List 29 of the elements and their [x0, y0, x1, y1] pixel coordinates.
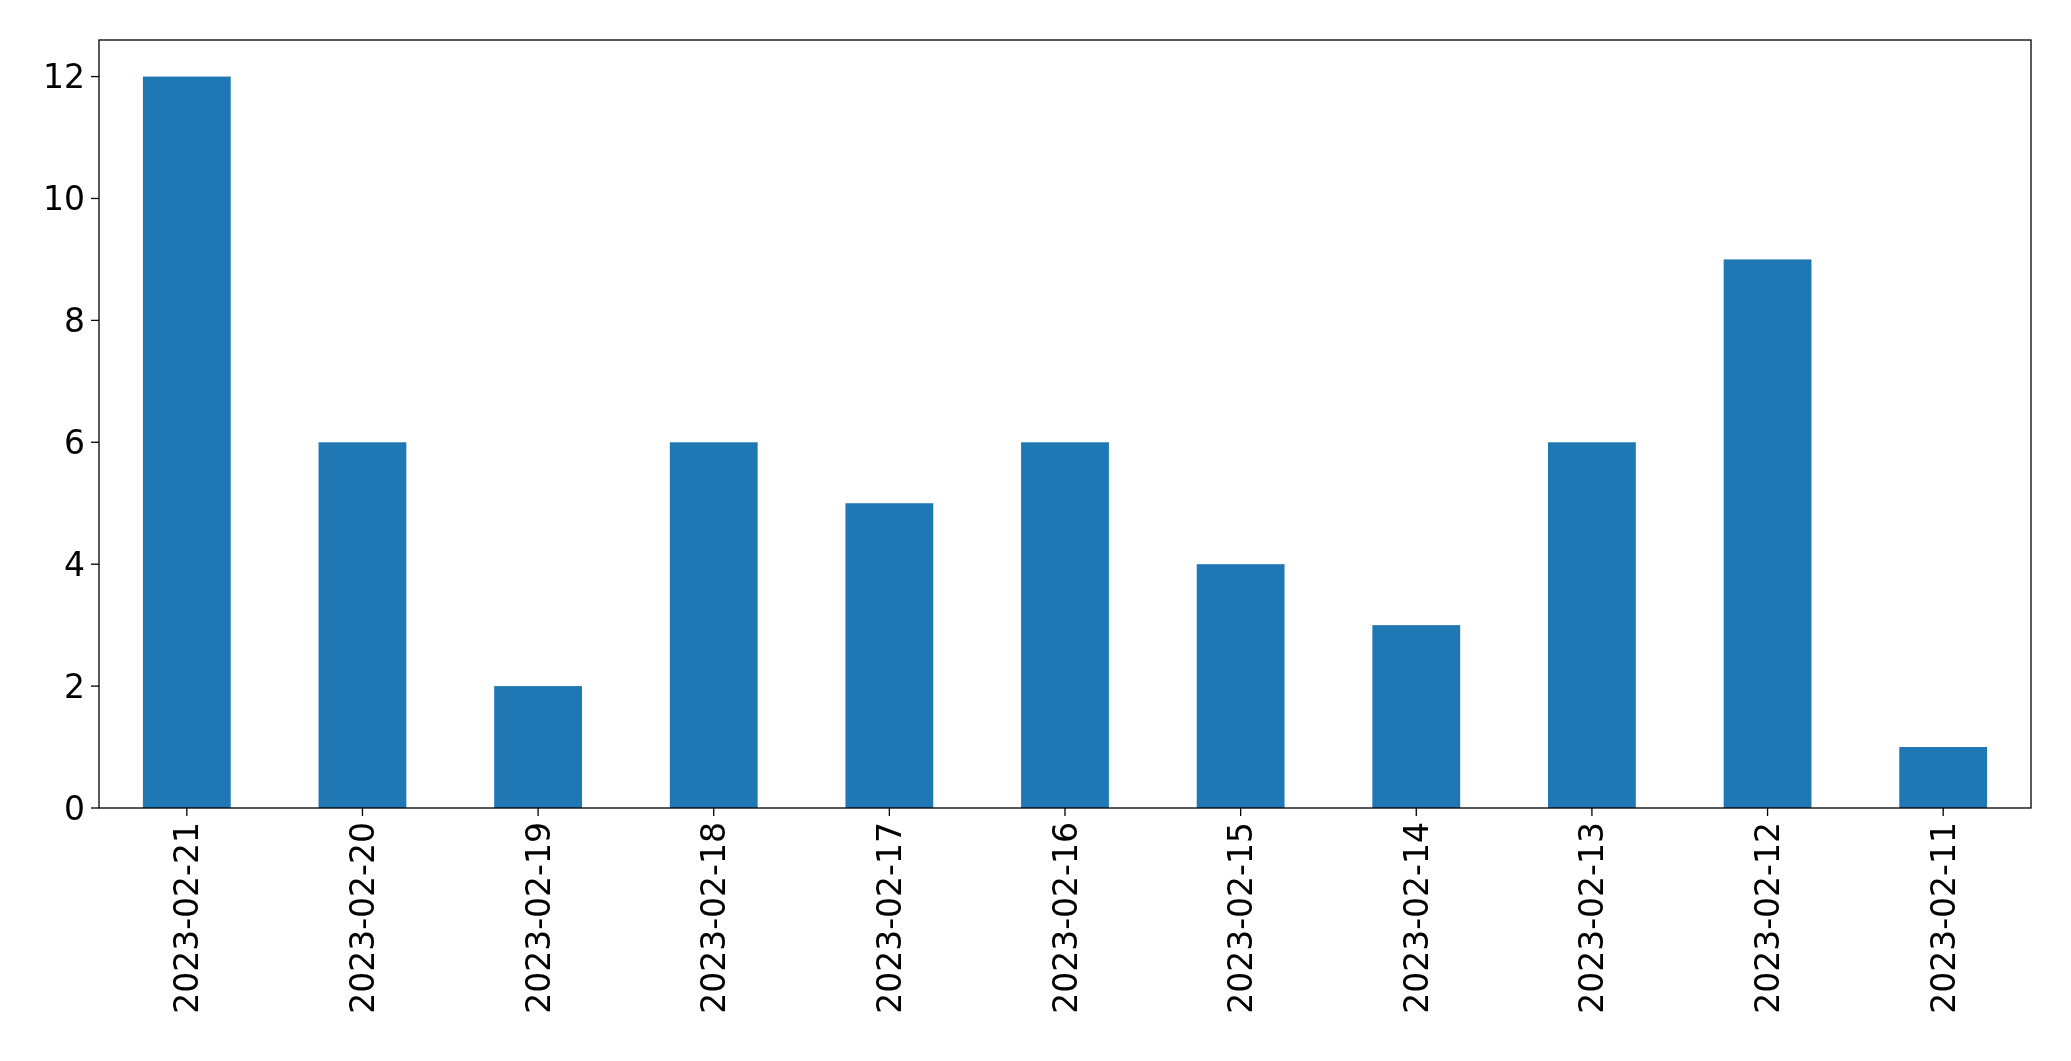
x-tick-label: 2023-02-12: [1748, 822, 1788, 1014]
bar: [318, 442, 407, 808]
bar: [1723, 259, 1812, 808]
bar: [1021, 442, 1109, 808]
bar: [1196, 564, 1285, 808]
bar: [494, 686, 582, 808]
x-tick-label: 2023-02-21: [167, 822, 207, 1014]
bar: [1372, 625, 1461, 808]
x-tick-label: 2023-02-14: [1396, 822, 1436, 1014]
x-tick-label: 2023-02-11: [1923, 822, 1963, 1014]
x-tick-label: 2023-02-19: [518, 822, 558, 1014]
y-tick-label: 0: [64, 788, 85, 828]
bar: [142, 76, 231, 808]
y-tick-label: 2: [64, 666, 85, 706]
y-tick-label: 6: [64, 422, 85, 462]
x-tick-label: 2023-02-20: [343, 822, 382, 1014]
x-tick-label: 2023-02-16: [1045, 822, 1085, 1014]
y-tick-label: 4: [64, 544, 85, 584]
x-tick-label: 2023-02-13: [1572, 822, 1612, 1014]
y-tick-label: 12: [43, 57, 85, 97]
y-tick-label: 8: [64, 300, 85, 340]
y-tick-label: 10: [43, 179, 85, 219]
x-tick-label: 2023-02-15: [1221, 822, 1261, 1014]
bar: [1899, 747, 1988, 808]
bar: [845, 503, 934, 808]
bar: [1548, 442, 1636, 808]
x-tick-label: 2023-02-18: [694, 822, 734, 1014]
x-tick-label: 2023-02-17: [869, 822, 909, 1014]
bar: [669, 442, 758, 808]
